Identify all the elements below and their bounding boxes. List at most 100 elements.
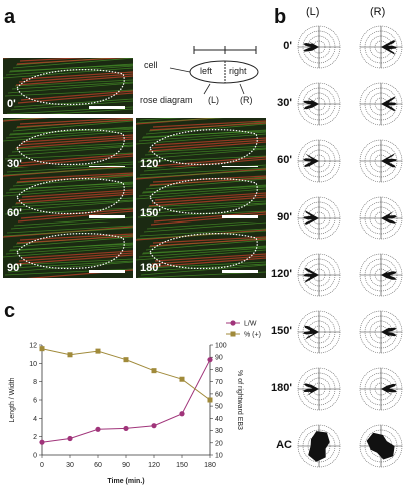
rose-diagram [359,139,403,183]
schematic-cell-label: cell [144,60,158,70]
data-point [207,397,213,403]
rose-row-label: 60' [277,154,292,166]
rose-row-label: 180' [271,382,292,394]
data-point [179,411,185,417]
y-axis-label-right: % of rightward EB3 [236,370,243,430]
time-label: 0' [7,98,16,110]
rose-diagram [359,25,403,69]
microscopy-image: 60' [3,167,133,223]
microscopy-image: 120' [136,118,266,174]
microscopy-image: 180' [136,222,266,278]
panel-a-letter: a [4,6,16,28]
microscopy-image: 30' [3,118,133,174]
y-tick-label-left: 4 [33,416,37,423]
legend-marker [230,320,236,326]
y-tick-label-right: 50 [215,404,223,411]
panel-c-letter: c [4,300,16,322]
rose-row-label: AC [276,439,292,451]
data-point [207,357,213,363]
rose-diagram [297,139,341,183]
x-tick-label: 90 [122,462,130,469]
rose-diagram [297,310,341,354]
rose-diagram [359,196,403,240]
rose-row-label: 120' [271,268,292,280]
data-point [95,426,101,432]
y-tick-label-left: 6 [33,398,37,405]
rose-row-label: 30' [277,97,292,109]
panel-b-letter: b [274,6,287,28]
time-label: 90' [7,262,22,274]
rose-row-label: 0' [283,40,292,52]
data-point [39,346,45,352]
scale-bar [222,215,258,218]
microscopy-image: 150' [136,167,266,223]
y-tick-label-left: 2 [33,434,37,441]
rose-diagram [359,424,403,468]
data-point [151,368,157,374]
chart-panel-c: 0 2 4 6 8 10 12 10 20 30 40 50 60 70 80 90 100 0 30 60 90 120… [9,320,261,485]
time-label: 150' [140,207,161,219]
data-point [151,423,157,429]
y-tick-label-right: 20 [215,440,223,447]
rose-row-label: 150' [271,325,292,337]
schematic-r-label: (R) [240,95,253,105]
rose-diagram [359,253,403,297]
data-point [67,352,73,358]
scale-bar [222,270,258,273]
y-tick-label-left: 8 [33,379,37,386]
y-tick-label-left: 12 [29,343,37,350]
x-tick-label: 120 [148,462,160,469]
microscopy-image: 90' [3,222,133,278]
scale-bar [89,106,125,109]
rose-diagram [297,367,341,411]
y-tick-label-right: 100 [215,343,227,350]
data-point [123,357,129,363]
y-tick-label-right: 10 [215,453,223,460]
x-tick-label: 180 [204,462,216,469]
x-tick-label: 150 [176,462,188,469]
y-tick-label-right: 70 [215,379,223,386]
schematic-right-label: right [229,66,247,76]
rose-diagram [297,253,341,297]
y-tick-label-right: 40 [215,416,223,423]
scale-bar [89,215,125,218]
y-tick-label-right: 80 [215,367,223,374]
rose-row-label: 90' [277,211,292,223]
rose-diagram [359,367,403,411]
legend-marker [230,331,236,337]
y-tick-label-right: 60 [215,391,223,398]
y-tick-label-right: 30 [215,428,223,435]
time-label: 60' [7,207,22,219]
column-label-right: (R) [370,6,386,18]
data-point [179,376,185,382]
y-tick-label-right: 90 [215,355,223,362]
rose-diagram [297,82,341,126]
rose-diagram [359,82,403,126]
y-axis-label-left: Length / Width [9,377,16,422]
x-tick-label: 30 [66,462,74,469]
x-axis-label: Time (min.) [107,478,144,485]
schematic: cell left right rose diagram (L) (R) [140,34,270,108]
data-point [95,348,101,354]
data-point [123,425,129,432]
schematic-rose-label: rose diagram [140,95,193,105]
column-label-left: (L) [306,6,320,18]
rose-diagram [297,25,341,69]
x-tick-label: 60 [94,462,102,469]
y-tick-label-left: 10 [29,361,37,368]
rose-diagram [359,310,403,354]
y-tick-label-left: 0 [33,453,37,460]
scale-bar [89,270,125,273]
legend-label: L/W [244,321,257,328]
x-tick-label: 0 [40,462,44,469]
schematic-drawing [169,46,259,95]
schematic-left-label: left [200,66,213,76]
microscopy-image: 0' [3,58,133,114]
schematic-l-label: (L) [208,95,219,105]
data-point [39,439,45,445]
time-label: 180' [140,262,161,274]
data-point [67,435,73,442]
rose-diagram [297,196,341,240]
series-line [41,348,211,401]
rose-diagram [297,424,341,468]
